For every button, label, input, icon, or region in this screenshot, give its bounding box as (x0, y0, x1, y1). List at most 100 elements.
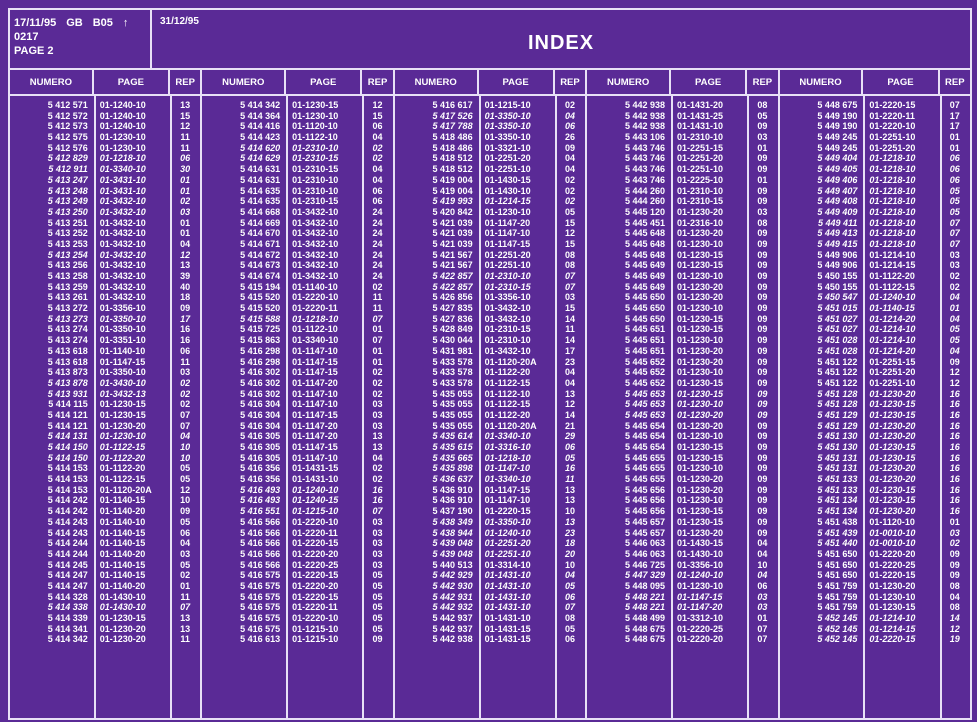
page-cell: 01-2220-20 (292, 580, 339, 591)
index-row: 5 413 250 01-3432-10 03 (10, 207, 200, 218)
numero-cell: 5 426 856 (432, 292, 473, 303)
numero-cell: 5 442 938 (624, 100, 665, 110)
rep-cell: 09 (757, 463, 768, 474)
numero-cell: 5 416 305 (240, 442, 281, 452)
rep-cell: 16 (949, 495, 960, 506)
rep-cell: 02 (372, 281, 383, 292)
rep-cell: 13 (180, 613, 191, 623)
index-row: 5 445 651 01-1230-10 09 (587, 335, 777, 346)
rep-cell: 06 (564, 442, 575, 452)
index-row: 5 451 122 01-2251-10 12 (780, 378, 970, 389)
numero-cell: 5 450 155 (817, 281, 858, 292)
numero-cell: 5 414 674 (240, 271, 281, 281)
page-cell: 01-1147-15 (676, 591, 723, 602)
rep-cell: 09 (757, 420, 768, 431)
numero-cell: 5 435 898 (432, 463, 473, 474)
numero-cell: 5 451 130 (817, 431, 858, 442)
numero-cell: 5 416 566 (240, 548, 281, 559)
index-row: 5 435 055 01-1122-15 12 (395, 399, 585, 410)
numero-cell: 5 414 150 (47, 442, 88, 452)
column-header: NUMERO PAGE REP (587, 70, 778, 96)
header-rep: REP (752, 76, 773, 88)
page-cell: 01-1230-15 (869, 484, 916, 495)
numero-cell: 5 448 675 (817, 100, 858, 110)
rep-cell: 09 (757, 409, 768, 420)
index-row: 5 445 657 01-1230-15 09 (587, 517, 777, 528)
rep-cell: 01 (180, 185, 191, 196)
rep-cell: 01 (757, 613, 768, 623)
page-cell: 01-2220-15 (869, 570, 916, 581)
rep-cell: 09 (757, 238, 768, 249)
index-row: 5 413 261 01-3432-10 18 (10, 292, 200, 303)
index-row: 5 445 656 01-1230-10 09 (587, 495, 777, 506)
page-cell: 01-1431-10 (484, 613, 531, 623)
index-row: 5 442 938 01-1431-15 06 (395, 634, 585, 645)
numero-cell: 5 414 115 (48, 399, 88, 410)
page-cell: 01-3432-10 (99, 228, 146, 239)
index-row: 5 412 573 01-1240-10 12 (10, 121, 200, 132)
index-row: 5 443 106 01-2310-10 03 (587, 132, 777, 143)
numero-cell: 5 443 746 (624, 174, 665, 185)
page-cell: 01-1230-15 (676, 506, 724, 517)
page-cell: 01-1140-15 (99, 538, 146, 549)
rep-cell: 09 (757, 442, 768, 452)
numero-cell: 5 449 408 (817, 196, 858, 207)
rep-cell: 02 (372, 153, 383, 164)
index-row: 5 445 653 01-1230-10 09 (587, 399, 777, 410)
numero-cell: 5 416 356 (240, 463, 281, 474)
numero-cell: 5 451 134 (817, 506, 858, 517)
page-cell: 01-1230-15 (676, 388, 724, 399)
numero-cell: 5 414 150 (47, 452, 88, 463)
rep-cell: 09 (757, 452, 768, 463)
numero-cell: 5 444 260 (624, 185, 665, 196)
page-cell: 01-1218-10 (869, 196, 916, 207)
page-cell: 01-3321-10 (484, 142, 531, 153)
numero-cell: 5 444 260 (624, 196, 665, 207)
rep-cell: 05 (180, 516, 191, 527)
rep-cell: 16 (180, 335, 191, 346)
divider (939, 96, 942, 720)
index-row: 5 450 155 01-1122-15 02 (780, 282, 970, 293)
page-cell: 01-1430-10 (484, 185, 531, 196)
page-cell: 01-2310-10 (292, 142, 339, 153)
rep-cell: 06 (372, 196, 383, 207)
index-row: 5 416 566 01-2220-10 03 (202, 517, 392, 528)
numero-cell: 5 414 631 (240, 174, 281, 185)
numero-cell: 5 412 575 (47, 132, 88, 143)
rep-cell: 09 (757, 335, 768, 346)
numero-cell: 5 416 302 (240, 377, 281, 388)
index-row: 5 412 829 01-1218-10 06 (10, 153, 200, 164)
rep-cell: 01 (949, 132, 960, 143)
numero-cell: 5 416 566 (240, 527, 281, 538)
numero-cell: 5 416 617 (432, 100, 473, 110)
numero-cell: 5 414 673 (240, 260, 281, 271)
numero-cell: 5 419 004 (432, 185, 473, 196)
rep-cell: 01 (180, 228, 191, 239)
page-cell: 01-2251-10 (676, 164, 724, 175)
index-row: 5 414 150 01-1122-20 10 (10, 453, 200, 464)
page-cell: 01-2251-10 (484, 164, 531, 175)
index-row: 5 442 938 01-1431-25 05 (587, 111, 777, 122)
page-cell: 01-3432-10 (99, 271, 146, 281)
index-row: 5 414 671 01-3432-10 24 (202, 239, 392, 250)
index-block: NUMERO PAGE REP 5 442 938 01-1431-20 08 5 442 … (587, 70, 780, 720)
rep-cell: 11 (180, 634, 190, 645)
page-cell: 01-1230-10 (676, 367, 724, 378)
page-cell: 01-1140-10 (99, 345, 146, 356)
page-cell: 01-1230-20 (676, 484, 724, 495)
index-row: 5 445 654 01-1230-15 09 (587, 442, 777, 453)
page-cell: 01-1147-10 (292, 399, 338, 410)
country-code: GB (66, 17, 83, 29)
index-row: 5 416 302 01-1147-20 02 (202, 378, 392, 389)
numero-cell: 5 445 648 (624, 249, 665, 260)
rep-cell: 01 (949, 516, 960, 527)
page-cell: 01-1230-15 (676, 249, 724, 260)
page-cell: 01-2251-20 (869, 142, 916, 153)
index-row: 5 413 618 01-1147-15 11 (10, 357, 200, 368)
numero-cell: 5 445 649 (624, 281, 665, 292)
rep-cell: 08 (757, 217, 768, 228)
rep-cell: 08 (757, 100, 768, 110)
index-row: 5 414 416 01-1120-10 06 (202, 121, 392, 132)
rep-cell: 03 (372, 527, 383, 538)
page-cell: 01-1230-10 (676, 335, 724, 346)
